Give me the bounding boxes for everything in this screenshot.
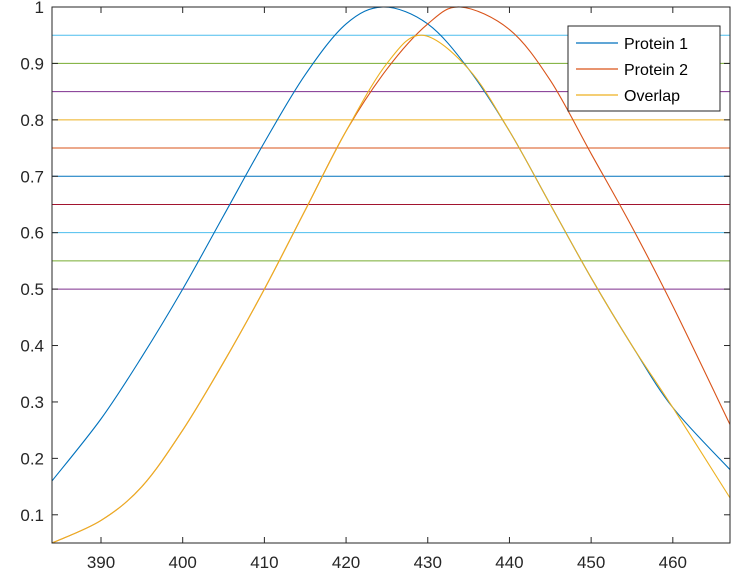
legend-label: Protein 1 xyxy=(624,36,688,53)
series-line-overlap xyxy=(51,34,731,544)
x-tick-label: 400 xyxy=(169,553,197,572)
y-tick-label: 0.2 xyxy=(20,449,44,468)
legend-label: Overlap xyxy=(624,88,680,105)
x-tick-label: 460 xyxy=(659,553,687,572)
y-tick-label: 0.4 xyxy=(20,337,44,356)
x-tick-label: 390 xyxy=(87,553,115,572)
x-tick-label: 420 xyxy=(332,553,360,572)
y-tick-label: 0.1 xyxy=(20,506,44,525)
x-tick-label: 430 xyxy=(414,553,442,572)
x-axis: 390 400 410 420 430 440 450 460 xyxy=(87,7,687,572)
y-tick-label: 0.6 xyxy=(20,224,44,243)
x-tick-label: 440 xyxy=(495,553,523,572)
y-tick-label: 0.7 xyxy=(20,167,44,186)
legend-label: Protein 2 xyxy=(624,62,688,79)
plot-area-border xyxy=(51,6,731,544)
legend: Protein 1 Protein 2 Overlap xyxy=(567,25,721,112)
y-tick-label: 1 xyxy=(35,0,44,17)
y-tick-label: 0.3 xyxy=(20,393,44,412)
y-tick-label: 0.9 xyxy=(20,54,44,73)
y-tick-label: 0.5 xyxy=(20,280,44,299)
x-tick-label: 450 xyxy=(577,553,605,572)
x-tick-label: 410 xyxy=(250,553,278,572)
y-tick-label: 0.8 xyxy=(20,111,44,130)
y-axis: 0.1 0.2 0.3 0.4 0.5 0.6 0.7 0.8 0.9 1 xyxy=(20,0,730,525)
